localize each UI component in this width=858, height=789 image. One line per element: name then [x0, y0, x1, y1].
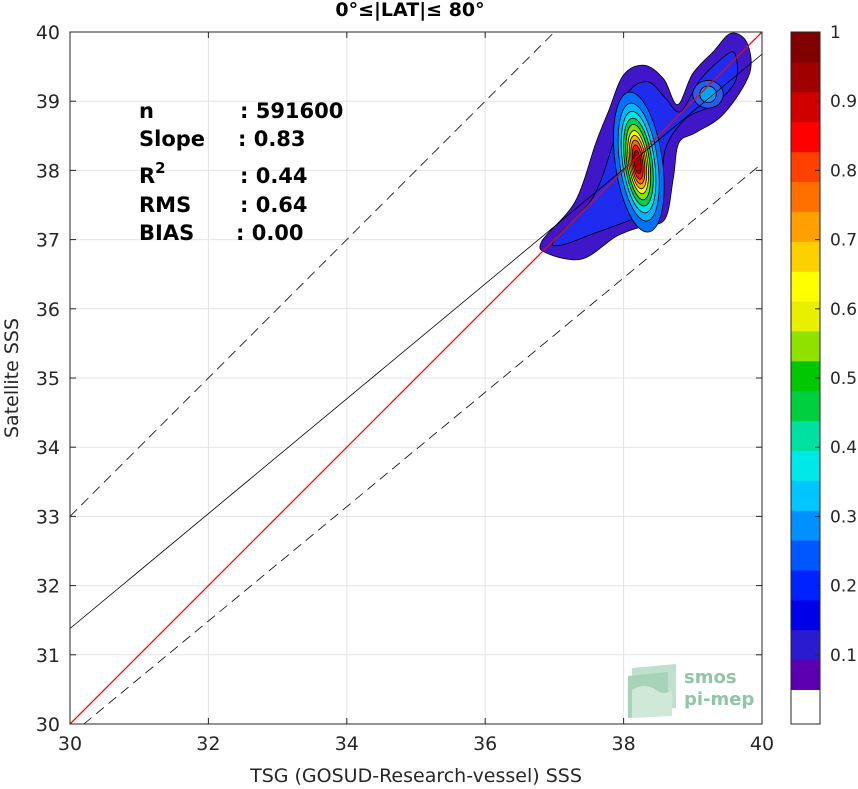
colorbar-segment [791, 32, 820, 63]
density-contours [539, 32, 752, 261]
colorbar-tick-label: 0.4 [830, 438, 857, 458]
x-tick-label: 32 [196, 733, 220, 755]
colorbar-tick-label: 0.2 [830, 577, 857, 597]
statistics-block: n : 591600 Slope : 0.83 R2 : 0.44 RMS : 0.64 BIA… [139, 99, 343, 245]
colorbar-segment [791, 181, 820, 212]
y-axis-ticks: 30 31 32 33 34 35 36 37 38 39 40 [36, 22, 762, 736]
y-tick-label: 36 [36, 299, 60, 321]
y-tick-label: 40 [36, 22, 60, 44]
colorbar-segment [791, 510, 820, 541]
stat-label: n [139, 99, 154, 123]
logo-line-2: pi-mep [684, 689, 754, 710]
y-tick-label: 38 [36, 160, 60, 182]
stat-value: : 0.64 [240, 193, 308, 217]
colorbar-tick-label: 0.1 [830, 646, 857, 666]
logo-line-1: smos [684, 667, 737, 688]
colorbar-segment [791, 689, 820, 724]
y-tick-label: 35 [36, 368, 60, 390]
stat-label: Slope [139, 127, 205, 151]
y-tick-label: 34 [36, 437, 60, 459]
colorbar-segment [791, 659, 820, 690]
colorbar-tick-label: 0.9 [830, 92, 857, 112]
colorbar-segment [791, 61, 820, 93]
colorbar-tick-label: 0.8 [830, 161, 857, 181]
colorbar-segment [791, 480, 820, 511]
colorbar-ticks: 0.1 0.2 0.3 0.4 0.5 0.6 0.7 0.8 0.9 1 [815, 23, 857, 666]
colorbar-segment [791, 539, 820, 571]
colorbar-segment [791, 629, 820, 661]
y-tick-label: 39 [36, 91, 60, 113]
colorbar-segment [791, 599, 820, 631]
colorbar-tick-label: 0.7 [830, 231, 857, 251]
y-tick-label: 31 [36, 645, 60, 667]
upper-bound-line [70, 32, 555, 517]
colorbar-segment [791, 91, 820, 123]
stat-label: BIAS [139, 221, 194, 245]
x-tick-label: 38 [612, 733, 636, 755]
stat-value: : 591600 [240, 99, 343, 123]
stat-value: : 0.00 [236, 221, 304, 245]
x-tick-label: 34 [335, 733, 359, 755]
x-tick-label: 36 [473, 733, 497, 755]
colorbar-segment [791, 151, 820, 183]
stat-label: RMS [139, 193, 191, 217]
stat-value: : 0.44 [240, 164, 308, 188]
x-tick-label: 30 [58, 733, 82, 755]
chart-title: 0°≤|LAT|≤ 80° [335, 0, 484, 21]
colorbar-segment [791, 330, 820, 362]
identity-line [70, 32, 762, 724]
stat-value: : 0.83 [238, 127, 306, 151]
colorbar-segment [791, 420, 820, 451]
y-tick-label: 37 [36, 230, 60, 252]
colorbar-tick-label: 0.5 [830, 369, 857, 389]
colorbar-tick-label: 1 [830, 23, 841, 43]
colorbar-segment [791, 241, 820, 272]
colorbar-segment [791, 360, 820, 392]
lower-bound-line [83, 163, 762, 724]
x-axis-label: TSG (GOSUD-Research-vessel) SSS [249, 765, 582, 787]
x-axis-ticks: 30 32 34 36 38 40 [58, 32, 774, 755]
y-axis-label: Satellite SSS [1, 318, 23, 438]
colorbar-segment [791, 271, 820, 302]
colorbar-segment [791, 121, 820, 153]
reference-lines [70, 32, 762, 724]
y-tick-label: 30 [36, 714, 60, 736]
colorbar-segment [791, 450, 820, 481]
colorbar-segment [791, 211, 820, 242]
logo-waves-icon [628, 664, 676, 718]
colorbar-tick-label: 0.6 [830, 300, 857, 320]
colorbar-tick-label: 0.3 [830, 507, 857, 527]
smos-pi-mep-logo: smos pi-mep [628, 664, 754, 718]
y-tick-label: 33 [36, 506, 60, 528]
regression-line [70, 53, 762, 629]
x-tick-label: 40 [750, 733, 774, 755]
colorbar [791, 32, 820, 724]
stat-label: R2 [139, 159, 166, 188]
colorbar-segment [791, 300, 820, 332]
y-tick-label: 32 [36, 576, 60, 598]
colorbar-segment [791, 390, 820, 422]
